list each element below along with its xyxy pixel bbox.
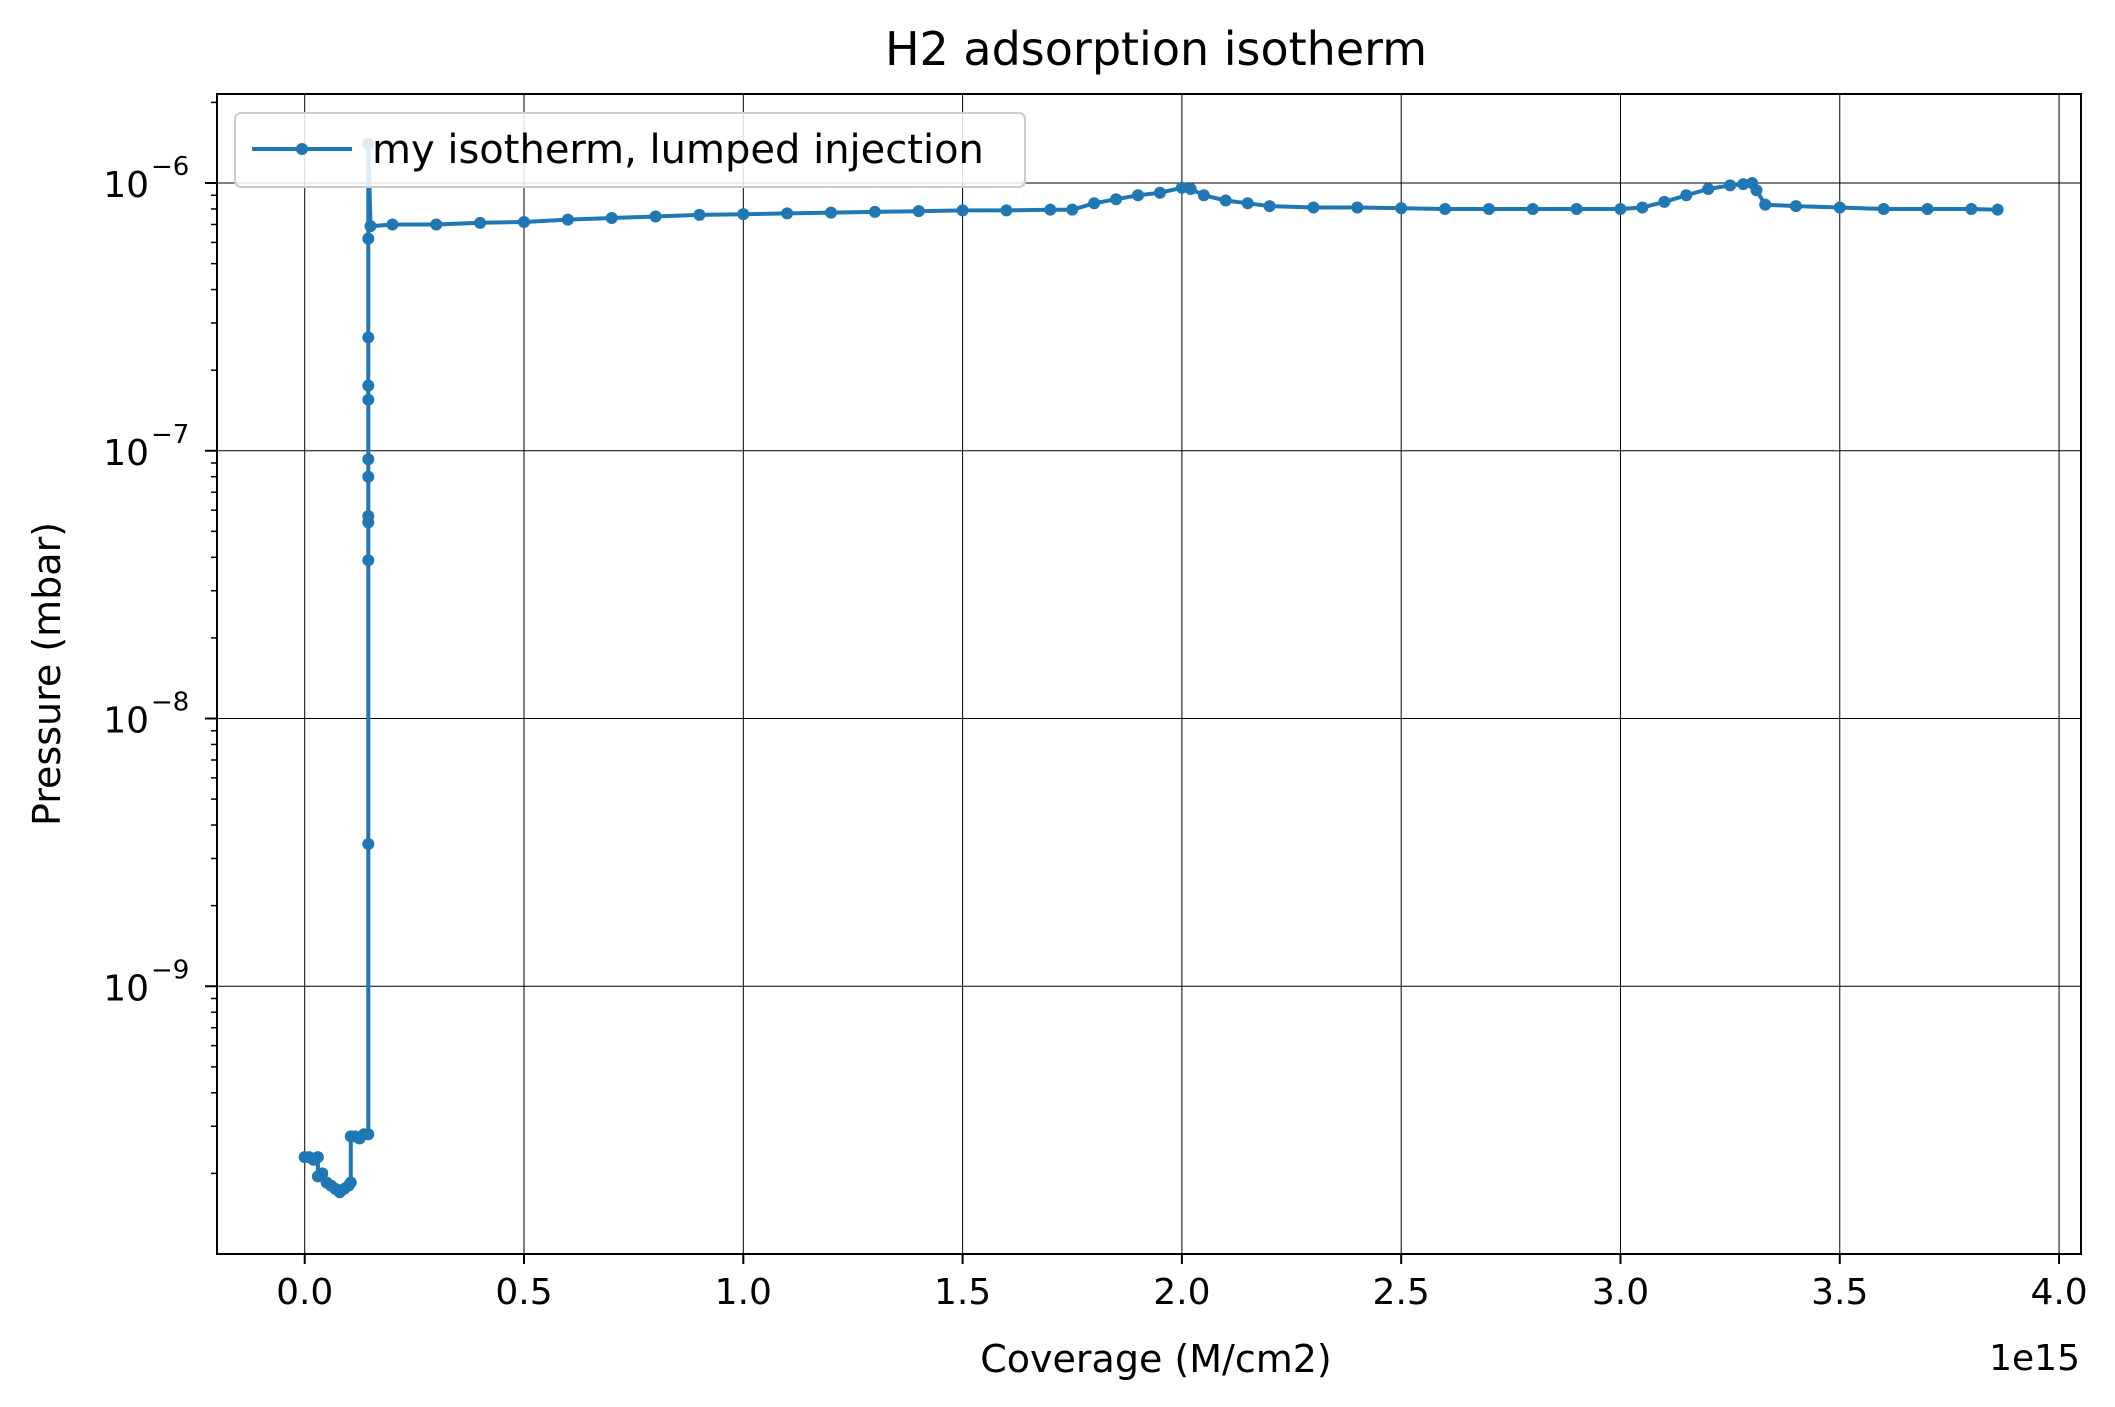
data-point bbox=[825, 206, 838, 219]
data-point bbox=[1263, 200, 1276, 213]
data-point bbox=[1241, 197, 1254, 210]
legend-label: my isotherm, lumped injection bbox=[372, 127, 984, 173]
y-tick-base: 10 bbox=[103, 433, 149, 474]
data-point bbox=[737, 208, 750, 221]
y-tick-base: 10 bbox=[103, 701, 149, 742]
y-tick-exponent: −7 bbox=[151, 420, 189, 450]
y-tick-exponent: −8 bbox=[151, 688, 189, 718]
legend-marker-icon bbox=[296, 143, 308, 155]
data-point bbox=[649, 210, 662, 223]
x-axis: 0.0 0.5 1.0 1.5 2.0 2.5 3.0 3.5 4.0 bbox=[276, 1254, 2088, 1313]
data-point bbox=[1759, 198, 1772, 211]
x-tick-label: 1.5 bbox=[934, 1272, 991, 1313]
data-point bbox=[362, 837, 375, 850]
data-point bbox=[912, 205, 925, 218]
y-tick-label: 10 bbox=[103, 165, 149, 206]
data-point bbox=[518, 216, 531, 229]
x-tick-label: 3.5 bbox=[1811, 1272, 1868, 1313]
data-point bbox=[1737, 178, 1750, 191]
data-point bbox=[1658, 195, 1671, 208]
x-axis-offset-text: 1e15 bbox=[1989, 1338, 2080, 1379]
data-point bbox=[1132, 189, 1145, 202]
data-point bbox=[1965, 202, 1978, 215]
data-point bbox=[868, 205, 881, 218]
x-axis-label: Coverage (M/cm2) bbox=[980, 1337, 1331, 1381]
data-point bbox=[311, 1151, 324, 1164]
data-point bbox=[362, 470, 375, 483]
data-point bbox=[362, 1128, 375, 1141]
data-point bbox=[1702, 182, 1715, 195]
data-point bbox=[1088, 197, 1101, 210]
data-point bbox=[1439, 202, 1452, 215]
data-point bbox=[561, 213, 574, 226]
data-point bbox=[362, 379, 375, 392]
data-point bbox=[1526, 202, 1539, 215]
data-point bbox=[1044, 203, 1057, 216]
y-tick-exponent: −9 bbox=[151, 955, 189, 985]
data-point bbox=[1066, 203, 1079, 216]
data-point bbox=[1197, 189, 1210, 202]
x-tick-label: 2.0 bbox=[1153, 1272, 1210, 1313]
data-point bbox=[1724, 179, 1737, 192]
legend-box bbox=[234, 112, 1026, 188]
data-point bbox=[362, 510, 375, 523]
x-tick-label: 3.0 bbox=[1592, 1272, 1649, 1313]
y-tick-base: 10 bbox=[103, 968, 149, 1009]
x-tick-label: 1.0 bbox=[715, 1272, 772, 1313]
data-point bbox=[693, 208, 706, 221]
y-tick-exponent: −6 bbox=[151, 152, 189, 182]
series-layer bbox=[298, 137, 2004, 1199]
data-point bbox=[1395, 202, 1408, 215]
data-point bbox=[344, 1176, 357, 1189]
data-point bbox=[1921, 202, 1934, 215]
x-tick-label: 2.5 bbox=[1373, 1272, 1430, 1313]
data-point bbox=[1184, 182, 1197, 195]
data-point bbox=[1110, 193, 1123, 206]
y-axis-label: Pressure (mbar) bbox=[25, 522, 69, 826]
data-point bbox=[316, 1167, 329, 1180]
y-axis: 10−910−810−710−6 bbox=[103, 101, 217, 1175]
y-tick-label: 10 bbox=[103, 701, 149, 742]
data-point bbox=[362, 393, 375, 406]
data-point bbox=[362, 554, 375, 567]
y-tick-base: 10 bbox=[103, 165, 149, 206]
data-point bbox=[1175, 181, 1188, 194]
data-point bbox=[474, 216, 487, 229]
x-tick-label: 0.5 bbox=[495, 1272, 552, 1313]
data-point bbox=[430, 218, 443, 231]
data-point bbox=[1482, 202, 1495, 215]
data-point bbox=[1877, 202, 1890, 215]
data-point bbox=[1750, 184, 1763, 197]
plot-frame bbox=[216, 93, 2082, 1255]
data-point bbox=[1000, 204, 1013, 217]
data-point bbox=[1219, 194, 1232, 207]
data-point bbox=[1153, 186, 1166, 199]
data-point bbox=[605, 212, 618, 225]
y-tick-label: 10 bbox=[103, 968, 149, 1009]
data-point bbox=[386, 218, 399, 231]
y-tick-label: 10 bbox=[103, 433, 149, 474]
data-point bbox=[1307, 201, 1320, 214]
data-point bbox=[362, 331, 375, 344]
data-point bbox=[1789, 200, 1802, 213]
data-point bbox=[1636, 201, 1649, 214]
legend: my isotherm, lumped injection bbox=[234, 112, 1026, 188]
data-point bbox=[362, 453, 375, 466]
x-tick-label: 4.0 bbox=[2030, 1272, 2087, 1313]
grid-lines bbox=[217, 94, 2081, 1254]
data-point bbox=[1991, 203, 2004, 216]
data-point bbox=[956, 204, 969, 217]
chart-title: H2 adsorption isotherm bbox=[885, 22, 1427, 76]
data-point bbox=[1570, 202, 1583, 215]
data-point bbox=[781, 207, 794, 220]
data-point bbox=[1833, 201, 1846, 214]
data-point bbox=[1680, 189, 1693, 202]
data-point bbox=[1614, 202, 1627, 215]
data-point bbox=[1351, 201, 1364, 214]
data-point bbox=[364, 220, 377, 233]
x-tick-label: 0.0 bbox=[276, 1272, 333, 1313]
data-point bbox=[362, 232, 375, 245]
